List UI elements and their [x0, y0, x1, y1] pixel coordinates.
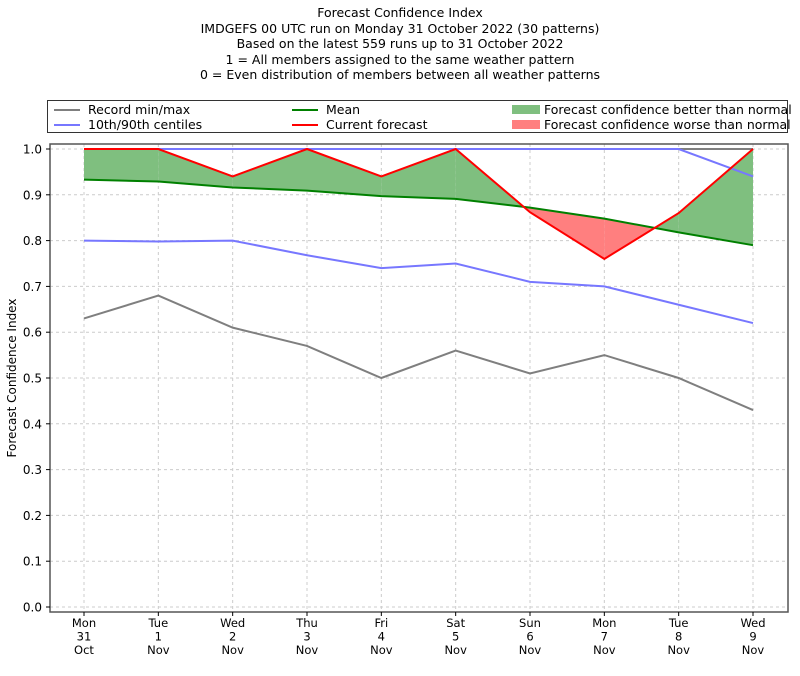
legend-item-centiles: 10th/90th centiles	[54, 117, 202, 132]
x-tick-label: 5	[452, 630, 459, 644]
x-tick-label: 7	[601, 630, 608, 644]
x-tick-label: Nov	[444, 643, 467, 657]
fill-better	[84, 149, 159, 182]
legend-label-centiles: 10th/90th centiles	[88, 117, 203, 132]
fill-worse	[604, 218, 655, 259]
x-tick-label: 8	[675, 630, 682, 644]
legend-label-better: Forecast confidence better than normal	[544, 102, 792, 117]
title-line-3: Based on the latest 559 runs up to 31 Oc…	[236, 36, 564, 51]
x-tick-label: Wed	[740, 616, 765, 630]
legend-item-current: Current forecast	[292, 117, 427, 132]
chart-title: Forecast Confidence Index IMDGEFS 00 UTC…	[0, 5, 800, 83]
x-tick-label: Sat	[446, 616, 465, 630]
fill-better	[678, 149, 753, 246]
title-line-2: IMDGEFS 00 UTC run on Monday 31 October …	[200, 20, 600, 36]
y-tick-label: 0.0	[23, 601, 42, 615]
title-line-1: Forecast Confidence Index	[317, 5, 483, 20]
legend-swatch-centiles	[54, 123, 80, 126]
legend-swatch-better	[512, 105, 540, 114]
x-tick-label: 9	[749, 630, 756, 644]
x-tick-label: Nov	[742, 643, 765, 657]
y-tick-label: 0.8	[23, 234, 42, 248]
x-axis: Mon31OctTue1NovWed2NovThu3NovFri4NovSat5…	[72, 612, 766, 657]
legend-label-record: Record min/max	[88, 102, 191, 117]
x-tick-label: Mon	[72, 616, 96, 630]
y-tick-label: 0.6	[23, 326, 42, 340]
x-tick-label: 6	[526, 630, 533, 644]
legend-label-current: Current forecast	[326, 117, 428, 132]
y-tick-label: 0.5	[23, 372, 42, 386]
fill-better	[232, 149, 307, 191]
fill-better	[307, 149, 382, 197]
legend: Record min/max 10th/90th centiles Mean C…	[47, 100, 792, 133]
series-line-record-min-max-min	[83, 294, 754, 411]
legend-item-worse: Forecast confidence worse than normal	[512, 117, 791, 132]
x-tick-label: 1	[155, 630, 162, 644]
x-tick-label: Nov	[593, 643, 616, 657]
title-line-5: 0 = Even distribution of members between…	[199, 67, 601, 82]
legend-item-better: Forecast confidence better than normal	[512, 102, 792, 117]
x-tick-label: Tue	[148, 616, 169, 630]
x-tick-label: Thu	[295, 616, 318, 630]
legend-swatch-record	[54, 108, 80, 111]
legend-swatch-worse	[512, 120, 540, 129]
x-tick-label: Wed	[220, 616, 245, 630]
legend-label-mean: Mean	[326, 102, 361, 117]
y-tick-label: 0.1	[23, 555, 42, 569]
legend-label-worse: Forecast confidence worse than normal	[544, 117, 791, 132]
x-tick-label: 3	[303, 630, 310, 644]
title-line-4: 1 = All members assigned to the same wea…	[225, 51, 575, 67]
y-axis: 0.0 0.1 0.2 0.3 0.4 0.5 0.6 0.7 0.8 0.9 1.0	[23, 143, 50, 615]
legend-swatch-current	[292, 123, 318, 126]
y-axis-label: Forecast Confidence Index	[5, 299, 19, 458]
legend-swatch-mean	[292, 108, 318, 111]
x-tick-label: Tue	[668, 616, 689, 630]
x-tick-label: 4	[378, 630, 385, 644]
x-tick-label: Fri	[374, 616, 388, 630]
x-tick-label: Mon	[592, 616, 616, 630]
x-tick-label: Sun	[519, 616, 541, 630]
series-line-mean	[83, 178, 754, 247]
x-tick-label: Oct	[74, 643, 94, 657]
x-tick-label: Nov	[296, 643, 319, 657]
fills	[84, 149, 753, 259]
fill-better	[158, 149, 233, 188]
series-line-10th-90th-centiles-10th	[83, 239, 754, 325]
y-tick-label: 0.4	[23, 417, 42, 431]
series-lines	[83, 147, 754, 411]
x-tick-label: Nov	[147, 643, 170, 657]
y-tick-label: 0.9	[23, 188, 42, 202]
x-tick-label: Nov	[221, 643, 244, 657]
x-tick-label: 31	[77, 630, 92, 644]
legend-item-record: Record min/max	[54, 102, 190, 117]
y-tick-label: 1.0	[23, 143, 42, 157]
x-tick-label: Nov	[667, 643, 690, 657]
y-tick-label: 0.3	[23, 463, 42, 477]
x-tick-label: Nov	[519, 643, 542, 657]
x-tick-label: Nov	[370, 643, 393, 657]
legend-item-mean: Mean	[292, 102, 360, 117]
series-line-10th-90th-centiles-90th	[84, 148, 754, 178]
y-tick-label: 0.7	[23, 280, 42, 294]
x-tick-label: 2	[229, 630, 236, 644]
y-tick-label: 0.2	[23, 509, 42, 523]
fill-better	[381, 149, 456, 199]
series-line-current-forecast	[84, 147, 754, 261]
